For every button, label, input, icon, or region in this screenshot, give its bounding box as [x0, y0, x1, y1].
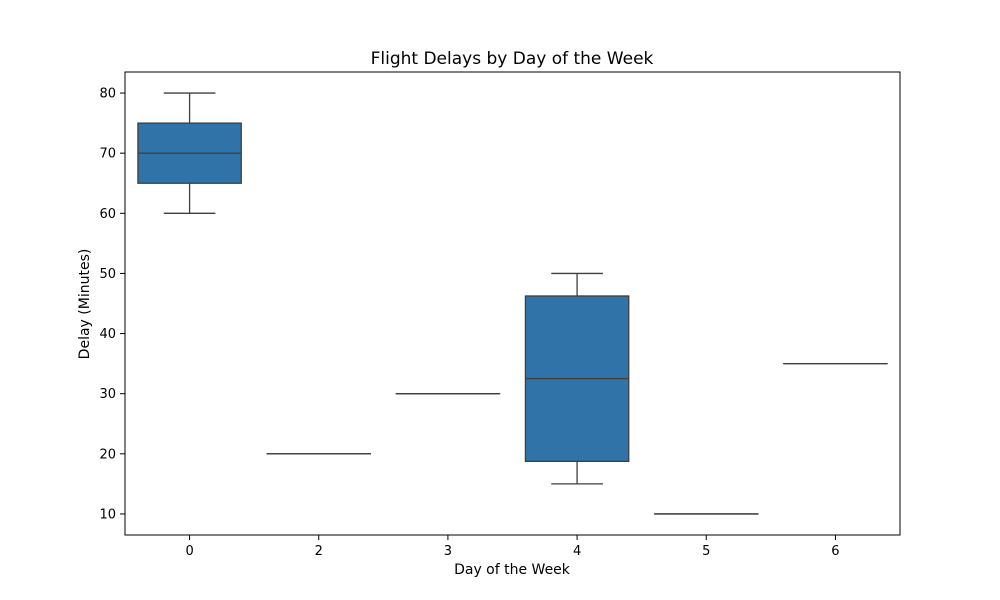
y-tick-label: 70: [99, 147, 116, 162]
x-tick-label: 2: [315, 544, 323, 559]
y-axis-label: Delay (Minutes): [77, 249, 93, 360]
y-tick-label: 20: [99, 447, 116, 462]
x-tick-label: 4: [573, 544, 581, 559]
chart-title: Flight Delays by Day of the Week: [371, 49, 654, 69]
y-tick-label: 10: [99, 507, 116, 522]
box-4: [524, 272, 630, 485]
y-tick-label: 40: [99, 327, 116, 342]
box-0: [137, 92, 242, 214]
x-axis-label: Day of the Week: [454, 562, 571, 578]
y-tick-label: 30: [99, 387, 116, 402]
y-tick-label: 60: [99, 207, 116, 222]
x-tick-label: 5: [702, 544, 710, 559]
x-tick-label: 3: [444, 544, 452, 559]
x-tick-label: 0: [185, 544, 193, 559]
y-tick-label: 50: [99, 267, 116, 282]
x-tick-label: 6: [831, 544, 839, 559]
plot-frame: [124, 71, 901, 536]
y-tick-label: 80: [99, 87, 116, 102]
plot-area: 10 20 30 40 50 60 70 80 0 2 3 4 5 6: [99, 71, 901, 559]
